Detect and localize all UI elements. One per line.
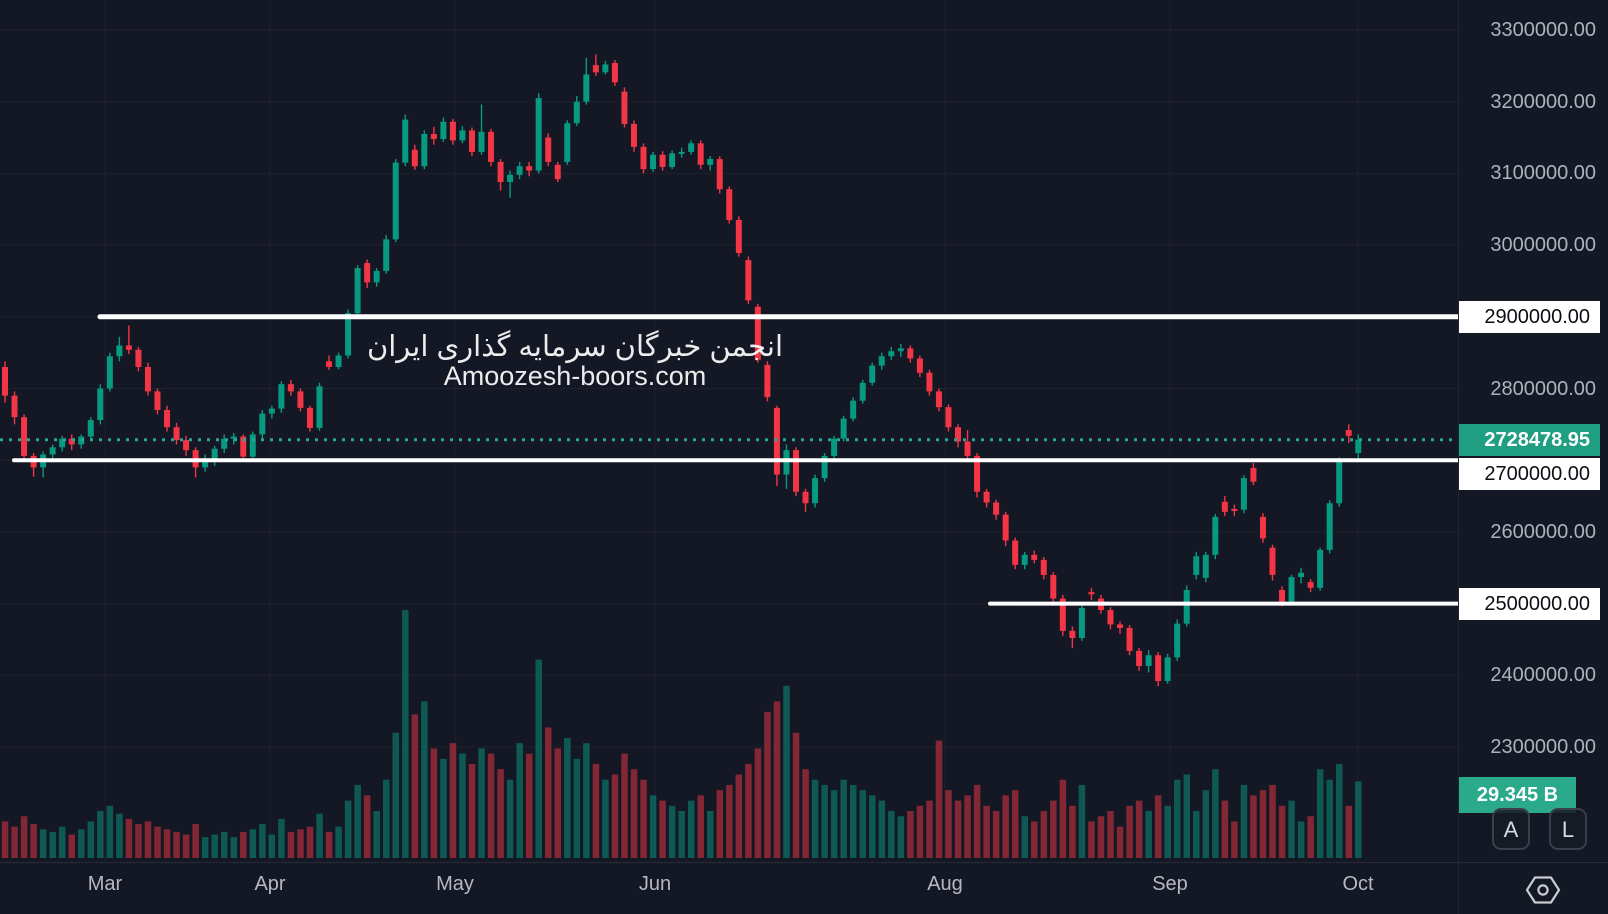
time-axis-label: Sep — [1152, 873, 1188, 895]
time-axis[interactable]: Mar Apr May Jun Aug Sep Oct — [0, 862, 1608, 914]
time-axis-label: Aug — [927, 873, 963, 895]
price-axis-label: 2800000.00 — [1490, 378, 1596, 400]
level-price-label: 2500000.00 — [1459, 588, 1600, 620]
level-price-label: 2900000.00 — [1459, 301, 1600, 333]
price-axis[interactable]: 3300000.00 3200000.00 3100000.00 3000000.00… — [1458, 0, 1608, 862]
time-axis-label: Jun — [638, 873, 672, 895]
price-axis-label: 3000000.00 — [1490, 234, 1596, 256]
volume-value-badge: 29.345 B — [1459, 777, 1576, 813]
price-axis-label: 2600000.00 — [1490, 521, 1596, 543]
price-axis-label: 3300000.00 — [1490, 19, 1596, 41]
hexagon-settings-icon[interactable] — [1524, 872, 1562, 913]
level-price-label: 2700000.00 — [1459, 458, 1600, 490]
chart-pane[interactable]: انجمن خبرگان سرمایه گذاری ایران Amoozesh… — [0, 0, 1458, 862]
adjust-data-button[interactable]: A — [1492, 808, 1530, 850]
current-price-label: 2728478.95 — [1459, 424, 1600, 456]
time-axis-label: Mar — [87, 873, 123, 895]
price-axis-label: 3100000.00 — [1490, 162, 1596, 184]
time-axis-label: Apr — [254, 873, 286, 895]
candlestick-chart[interactable] — [0, 0, 1458, 862]
price-axis-label: 2400000.00 — [1490, 664, 1596, 686]
price-axis-divider — [1458, 0, 1459, 914]
time-axis-label: May — [436, 873, 474, 895]
log-scale-button[interactable]: L — [1549, 808, 1587, 850]
time-axis-label: Oct — [1342, 873, 1374, 895]
price-axis-label: 3200000.00 — [1490, 91, 1596, 113]
price-axis-label: 2300000.00 — [1490, 736, 1596, 758]
